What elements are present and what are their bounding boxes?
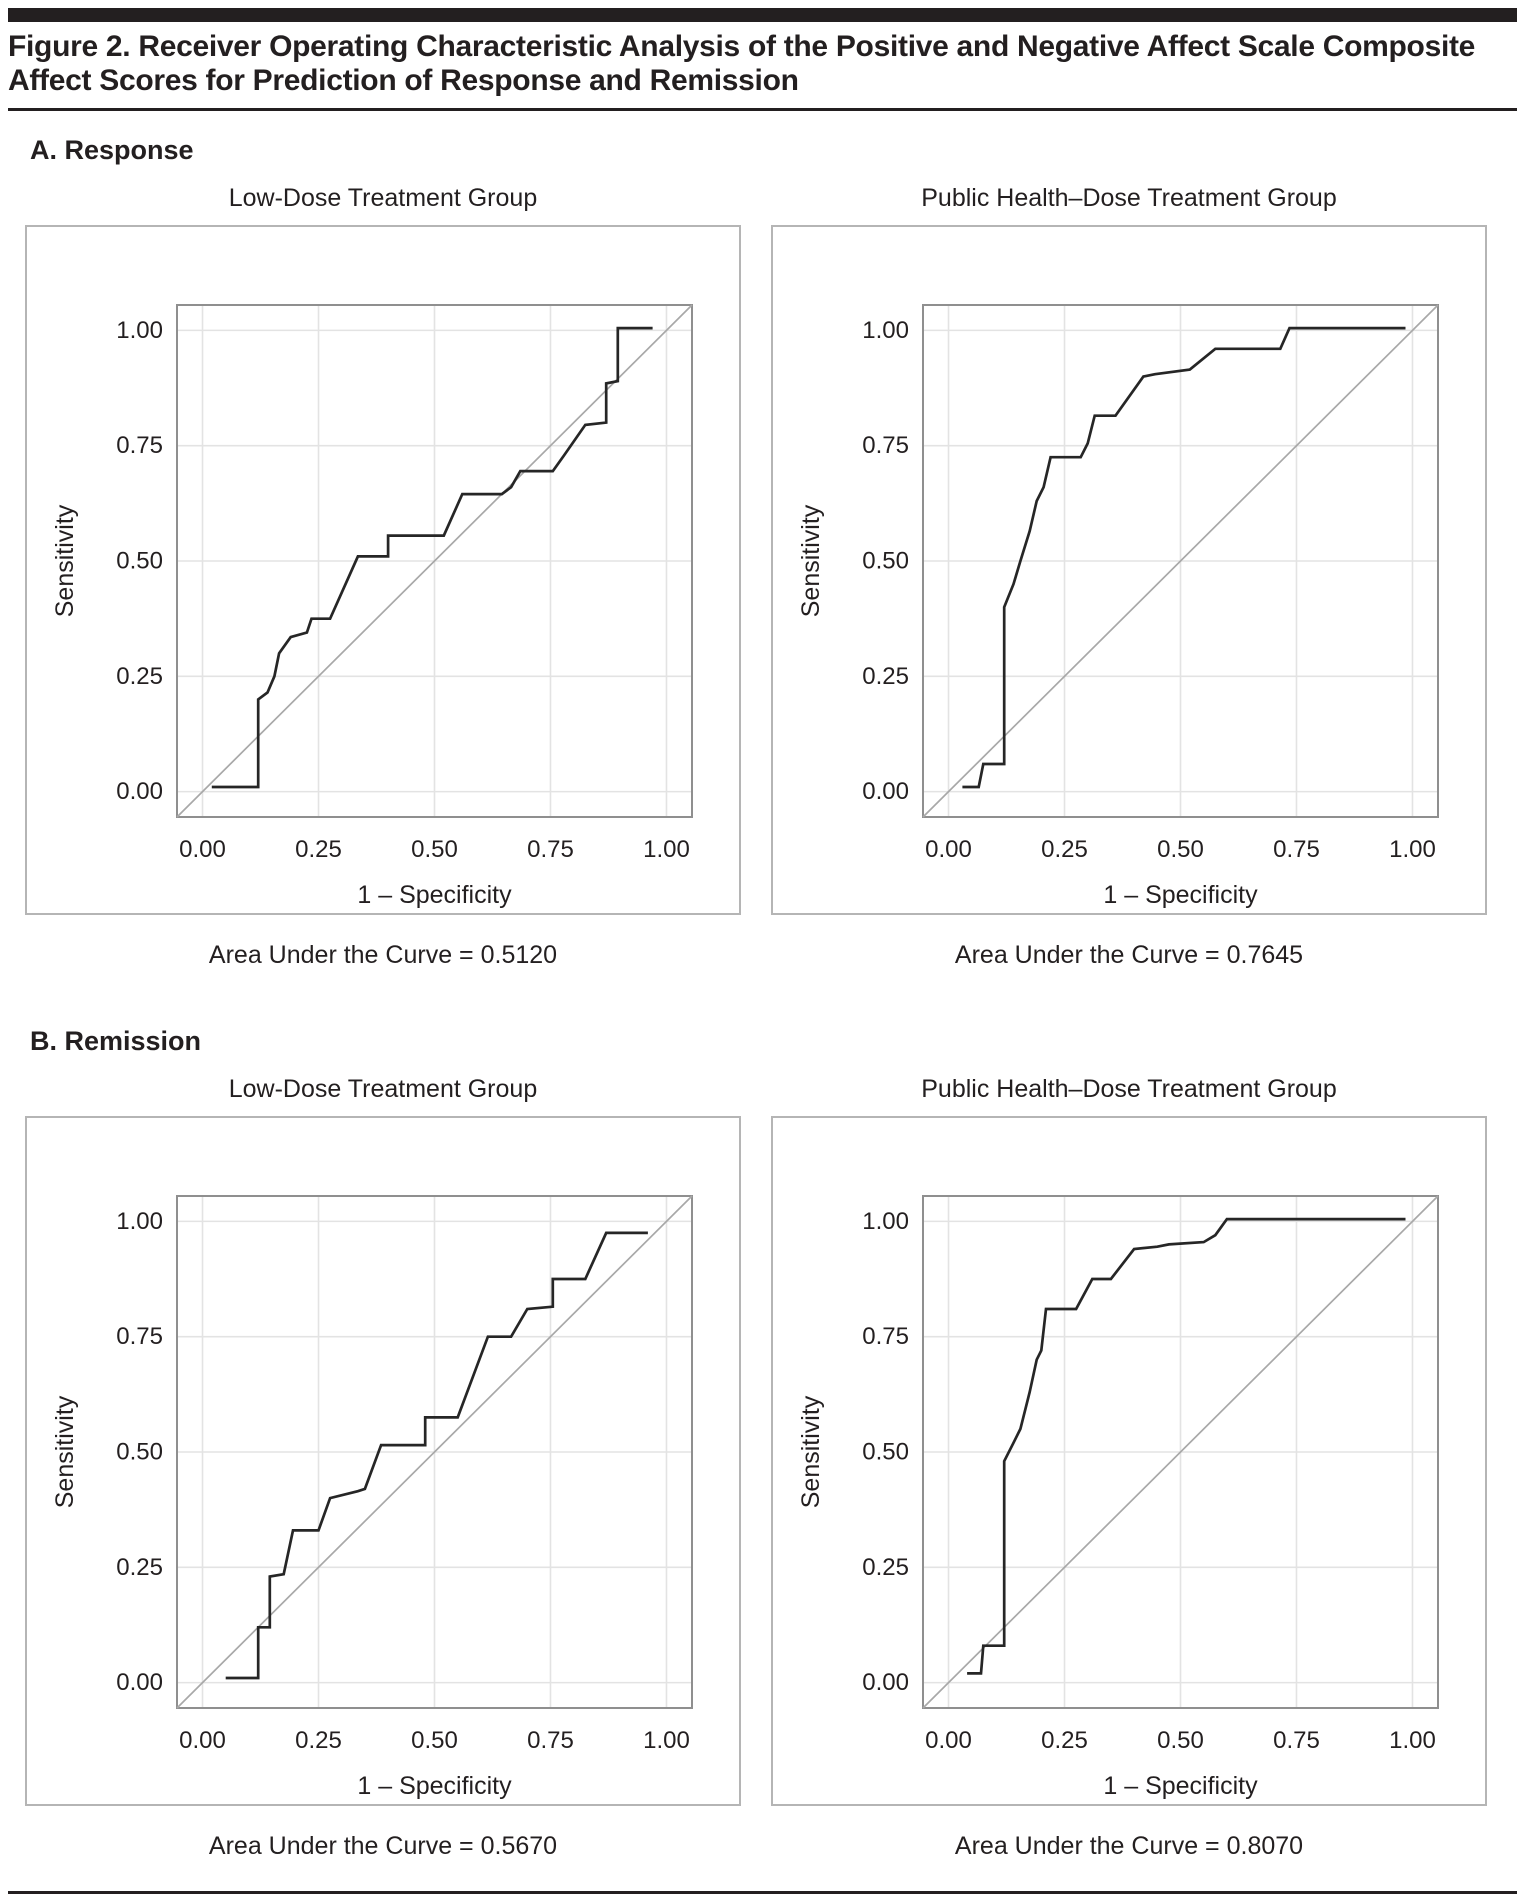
auc-caption: Area Under the Curve = 0.7645 bbox=[954, 940, 1304, 969]
x-tick-label: 0.00 bbox=[925, 1727, 972, 1754]
y-tick-label: 0.75 bbox=[862, 1323, 909, 1350]
y-tick-label: 0.50 bbox=[862, 547, 909, 574]
y-tick-label: 0.50 bbox=[116, 1438, 163, 1465]
roc-plot-panel: 0.00 0.00 0.25 0.25 0.50 0.50 0.75 0.75 1.00 1.00… bbox=[771, 224, 1487, 915]
x-axis-label: 1 – Specificity bbox=[1103, 881, 1258, 909]
x-tick-label: 0.00 bbox=[179, 1727, 226, 1754]
roc-plot-svg: 0.00 0.00 0.25 0.25 0.50 0.50 0.75 0.75 1.00 1.00… bbox=[51, 1194, 693, 1800]
x-tick-label: 1.00 bbox=[1389, 836, 1436, 863]
y-axis-label: Sensitivity bbox=[797, 1395, 825, 1508]
roc-plot-svg: 0.00 0.00 0.25 0.25 0.50 0.50 0.75 0.75 1.00 1.00… bbox=[51, 303, 693, 909]
plot-border bbox=[922, 1194, 1439, 1709]
plot-border bbox=[922, 303, 1439, 818]
roc-plot-svg: 0.00 0.00 0.25 0.25 0.50 0.50 0.75 0.75 1.00 1.00… bbox=[797, 1194, 1439, 1800]
y-tick-label: 0.50 bbox=[116, 547, 163, 574]
auc-caption: Area Under the Curve = 0.5120 bbox=[208, 940, 558, 969]
x-tick-label: 0.75 bbox=[1273, 1727, 1320, 1754]
roc-chart-remission-low-dose: Low-Dose Treatment Group 0.00 0.00 0.25 0.2… bbox=[25, 1075, 741, 1861]
y-tick-label: 0.00 bbox=[116, 778, 163, 805]
y-axis-label: Sensitivity bbox=[797, 504, 825, 617]
figure-top-rule bbox=[8, 8, 1517, 22]
figure-bottom-rule bbox=[8, 1890, 1517, 1894]
x-tick-label: 0.25 bbox=[295, 1727, 342, 1754]
section-label-remission: B. Remission bbox=[30, 1025, 202, 1056]
chart-title: Public Health–Dose Treatment Group bbox=[921, 1074, 1337, 1103]
plot-border bbox=[176, 303, 693, 818]
y-tick-label: 1.00 bbox=[116, 317, 163, 344]
roc-plot-panel: 0.00 0.00 0.25 0.25 0.50 0.50 0.75 0.75 1.00 1.00… bbox=[25, 224, 741, 915]
x-tick-label: 0.00 bbox=[925, 836, 972, 863]
auc-caption: Area Under the Curve = 0.5670 bbox=[208, 1831, 558, 1860]
x-tick-label: 1.00 bbox=[1389, 1727, 1436, 1754]
chart-title: Public Health–Dose Treatment Group bbox=[921, 183, 1337, 212]
section-label-response: A. Response bbox=[30, 134, 194, 165]
y-tick-label: 0.75 bbox=[116, 1323, 163, 1350]
y-tick-label: 1.00 bbox=[862, 1208, 909, 1235]
section-response: A. Response Low-Dose Treatment Group 0.0… bbox=[8, 135, 1517, 970]
y-tick-label: 0.75 bbox=[116, 432, 163, 459]
response-charts-row: Low-Dose Treatment Group 0.00 0.00 0.25 0.2… bbox=[25, 184, 1517, 970]
remission-charts-row: Low-Dose Treatment Group 0.00 0.00 0.25 0.2… bbox=[25, 1075, 1517, 1861]
roc-chart-response-public-health-dose: Public Health–Dose Treatment Group 0.00 0… bbox=[771, 184, 1487, 970]
y-axis-label: Sensitivity bbox=[51, 1395, 79, 1508]
x-axis-label: 1 – Specificity bbox=[357, 1772, 512, 1800]
y-tick-label: 0.25 bbox=[862, 663, 909, 690]
figure-title-rule bbox=[8, 107, 1517, 111]
y-axis-label: Sensitivity bbox=[51, 504, 79, 617]
roc-chart-response-low-dose: Low-Dose Treatment Group 0.00 0.00 0.25 0.2… bbox=[25, 184, 741, 970]
roc-curve bbox=[967, 1217, 1406, 1675]
x-tick-label: 0.75 bbox=[527, 836, 574, 863]
x-tick-label: 0.25 bbox=[295, 836, 342, 863]
x-tick-label: 0.50 bbox=[1157, 1727, 1204, 1754]
x-tick-label: 0.50 bbox=[411, 836, 458, 863]
x-tick-label: 1.00 bbox=[643, 836, 690, 863]
y-tick-label: 1.00 bbox=[116, 1208, 163, 1235]
plot-border bbox=[176, 1194, 693, 1709]
y-tick-label: 0.00 bbox=[862, 778, 909, 805]
auc-caption: Area Under the Curve = 0.8070 bbox=[954, 1831, 1304, 1860]
y-tick-label: 0.75 bbox=[862, 432, 909, 459]
section-remission: B. Remission Low-Dose Treatment Group 0.… bbox=[8, 1026, 1517, 1861]
roc-curve bbox=[211, 326, 653, 789]
figure-title: Figure 2. Receiver Operating Characteris… bbox=[8, 30, 1476, 97]
diagonal-reference-line bbox=[922, 304, 1439, 818]
diagonal-reference-line bbox=[922, 1195, 1439, 1709]
chart-title: Low-Dose Treatment Group bbox=[228, 1074, 538, 1103]
y-tick-label: 0.25 bbox=[116, 663, 163, 690]
x-tick-label: 0.25 bbox=[1041, 1727, 1088, 1754]
x-tick-label: 0.50 bbox=[1157, 836, 1204, 863]
x-tick-label: 0.00 bbox=[179, 836, 226, 863]
roc-curve bbox=[225, 1231, 648, 1680]
y-tick-label: 1.00 bbox=[862, 317, 909, 344]
x-axis-label: 1 – Specificity bbox=[1103, 1772, 1258, 1800]
x-tick-label: 0.75 bbox=[1273, 836, 1320, 863]
roc-chart-remission-public-health-dose: Public Health–Dose Treatment Group 0.00 0… bbox=[771, 1075, 1487, 1861]
roc-plot-svg: 0.00 0.00 0.25 0.25 0.50 0.50 0.75 0.75 1.00 1.00… bbox=[797, 303, 1439, 909]
y-tick-label: 0.25 bbox=[116, 1554, 163, 1581]
y-tick-label: 0.00 bbox=[862, 1669, 909, 1696]
roc-plot-panel: 0.00 0.00 0.25 0.25 0.50 0.50 0.75 0.75 1.00 1.00… bbox=[25, 1115, 741, 1806]
x-axis-label: 1 – Specificity bbox=[357, 881, 512, 909]
diagonal-reference-line bbox=[176, 1195, 693, 1709]
y-tick-label: 0.25 bbox=[862, 1554, 909, 1581]
x-tick-label: 1.00 bbox=[643, 1727, 690, 1754]
x-tick-label: 0.75 bbox=[527, 1727, 574, 1754]
x-tick-label: 0.25 bbox=[1041, 836, 1088, 863]
chart-title: Low-Dose Treatment Group bbox=[228, 183, 538, 212]
y-tick-label: 0.50 bbox=[862, 1438, 909, 1465]
roc-plot-panel: 0.00 0.00 0.25 0.25 0.50 0.50 0.75 0.75 1.00 1.00… bbox=[771, 1115, 1487, 1806]
x-tick-label: 0.50 bbox=[411, 1727, 458, 1754]
y-tick-label: 0.00 bbox=[116, 1669, 163, 1696]
roc-curve bbox=[962, 326, 1406, 789]
